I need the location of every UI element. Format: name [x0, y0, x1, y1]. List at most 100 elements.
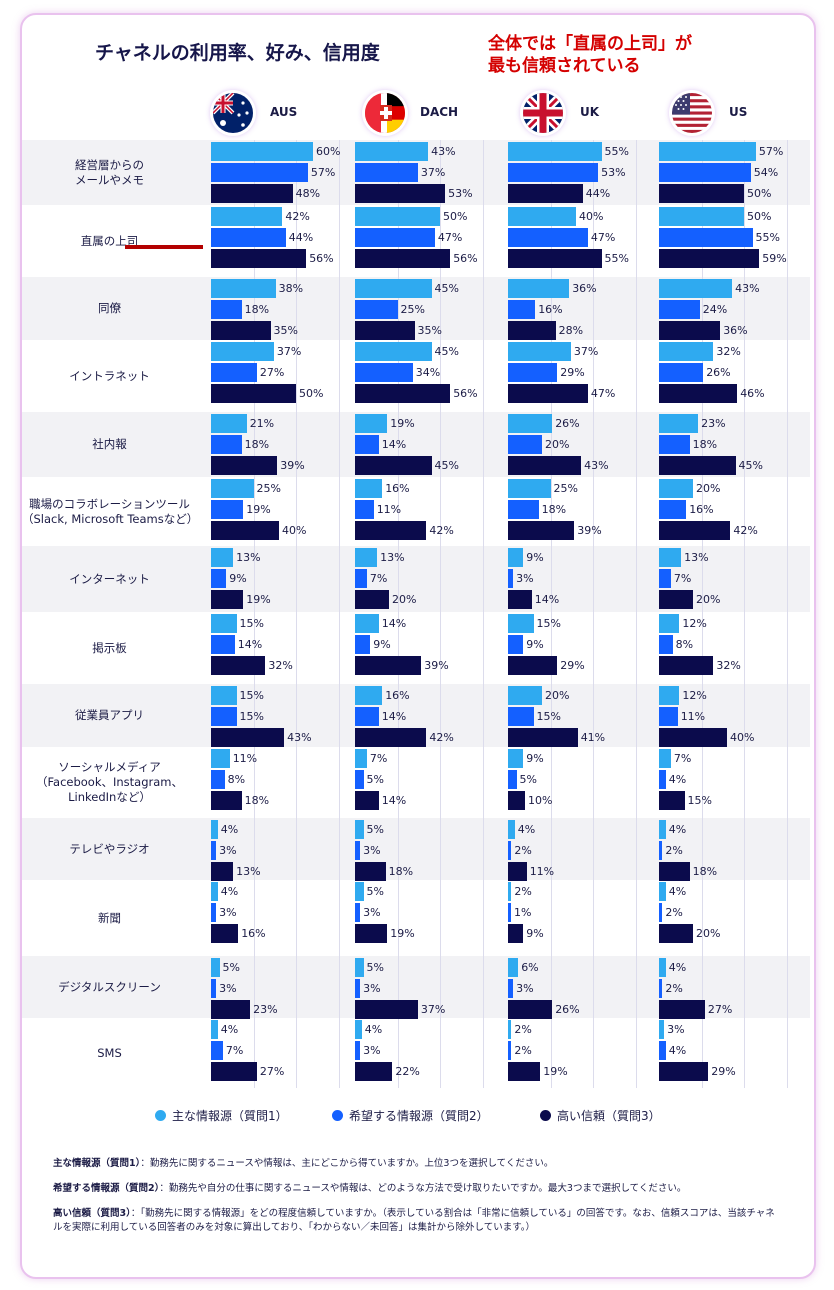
bar-trust-dach	[355, 1000, 418, 1019]
value-label: 7%	[369, 752, 388, 765]
value-label: 5%	[519, 773, 537, 786]
bar-primary-uk	[508, 749, 524, 768]
bar-primary-aus	[211, 414, 247, 433]
value-label: 9%	[373, 638, 391, 651]
bar-preferred-dach	[355, 363, 413, 382]
value-label: 2%	[665, 844, 683, 857]
value-label: 3%	[516, 982, 534, 995]
bar-preferred-dach	[355, 228, 435, 247]
bar-trust-aus	[211, 184, 293, 203]
value-label: 14%	[381, 710, 407, 723]
bar-primary-aus	[211, 749, 230, 768]
value-label: 18%	[692, 865, 718, 878]
bar-primary-uk	[508, 279, 570, 298]
value-label: 4%	[668, 823, 687, 836]
value-label: 11%	[376, 503, 402, 516]
bar-trust-dach	[355, 791, 379, 810]
category-label-line: 掲示板	[92, 640, 127, 655]
legend-dot-preferred	[332, 1110, 343, 1121]
value-label: 14%	[381, 438, 407, 451]
bar-trust-us	[659, 862, 690, 881]
bar-preferred-aus	[211, 500, 244, 519]
bar-preferred-uk	[508, 841, 512, 860]
bar-trust-uk	[508, 862, 527, 881]
value-label: 16%	[538, 303, 563, 316]
bar-preferred-us	[659, 363, 704, 382]
bar-trust-aus	[211, 862, 234, 881]
legend-label-trust: 高い信頼（質問3）	[557, 1109, 661, 1123]
legend-dot-trust	[540, 1110, 551, 1121]
value-label: 15%	[687, 794, 712, 807]
bar-preferred-aus	[211, 707, 237, 726]
value-label: 20%	[392, 593, 417, 606]
bar-trust-aus	[211, 590, 244, 609]
value-label: 53%	[601, 166, 626, 179]
bar-preferred-uk	[508, 1041, 512, 1060]
bar-trust-us	[659, 924, 693, 943]
category-label-line: 新聞	[98, 910, 121, 925]
region-label-dach: DACH	[420, 105, 459, 119]
bar-trust-us	[659, 521, 731, 540]
bar-trust-dach	[355, 1062, 393, 1081]
bar-primary-aus	[211, 342, 274, 361]
value-label: 20%	[696, 593, 721, 606]
value-label: 42%	[429, 731, 454, 744]
gridline	[635, 140, 637, 1088]
bar-preferred-dach	[355, 770, 364, 789]
bar-preferred-uk	[508, 228, 588, 247]
category-label-line: （Slack, Microsoft Teamsなど）	[22, 511, 199, 526]
value-label: 4%	[220, 1023, 239, 1036]
value-label: 23%	[253, 1003, 278, 1016]
value-label: 32%	[268, 659, 293, 672]
legend-item-primary: 主な情報源（質問1）	[155, 1107, 288, 1124]
callout-line-1: 全体では「直属の上司」が	[488, 34, 692, 54]
value-label: 37%	[573, 345, 599, 358]
highlight-underline	[125, 245, 203, 249]
bar-trust-uk	[508, 590, 532, 609]
bar-preferred-us	[659, 435, 690, 454]
value-label: 11%	[232, 752, 258, 765]
bar-primary-dach	[355, 958, 364, 977]
bar-primary-aus	[211, 207, 283, 226]
bar-preferred-dach	[355, 435, 379, 454]
bar-primary-us	[659, 414, 699, 433]
value-label: 14%	[534, 593, 560, 606]
value-label: 4%	[668, 1044, 687, 1057]
category-label: テレビやラジオ	[22, 842, 197, 857]
bar-primary-dach	[355, 414, 388, 433]
value-label: 60%	[316, 145, 341, 158]
value-label: 4%	[668, 885, 687, 898]
category-label-line: ソーシャルメディア	[58, 760, 161, 774]
category-label-line: イントラネット	[69, 368, 150, 383]
bar-trust-uk	[508, 791, 525, 810]
category-label: 経営層からの メールやメモ	[22, 158, 197, 188]
value-label: 20%	[545, 438, 570, 451]
category-label: イントラネット	[22, 369, 197, 384]
bar-preferred-dach	[355, 569, 367, 588]
bar-preferred-us	[659, 841, 663, 860]
value-label: 3%	[363, 844, 381, 857]
bar-primary-aus	[211, 279, 276, 298]
bar-trust-aus	[211, 521, 279, 540]
bar-preferred-dach	[355, 300, 398, 319]
bar-primary-uk	[508, 342, 571, 361]
bar-trust-aus	[211, 456, 278, 475]
value-label: 42%	[733, 524, 758, 537]
bar-trust-uk	[508, 1062, 541, 1081]
value-label: 2%	[665, 982, 683, 995]
bar-trust-dach	[355, 184, 446, 203]
value-label: 20%	[696, 482, 721, 495]
value-label: 3%	[363, 982, 381, 995]
value-label: 18%	[541, 503, 567, 516]
footnote-term: 主な情報源（質問1）	[53, 1158, 141, 1169]
value-label: 56%	[453, 387, 478, 400]
footnote-primary: 主な情報源（質問1）：勤務先に関するニュースや情報は、主にどこから得ていますか。…	[53, 1157, 783, 1171]
value-label: 4%	[668, 773, 687, 786]
category-label-line: 同僚	[98, 301, 121, 315]
bar-trust-aus	[211, 728, 285, 747]
value-label: 27%	[259, 1065, 285, 1078]
value-label: 3%	[516, 572, 534, 585]
bar-preferred-uk	[508, 569, 514, 588]
value-label: 10%	[528, 794, 553, 807]
